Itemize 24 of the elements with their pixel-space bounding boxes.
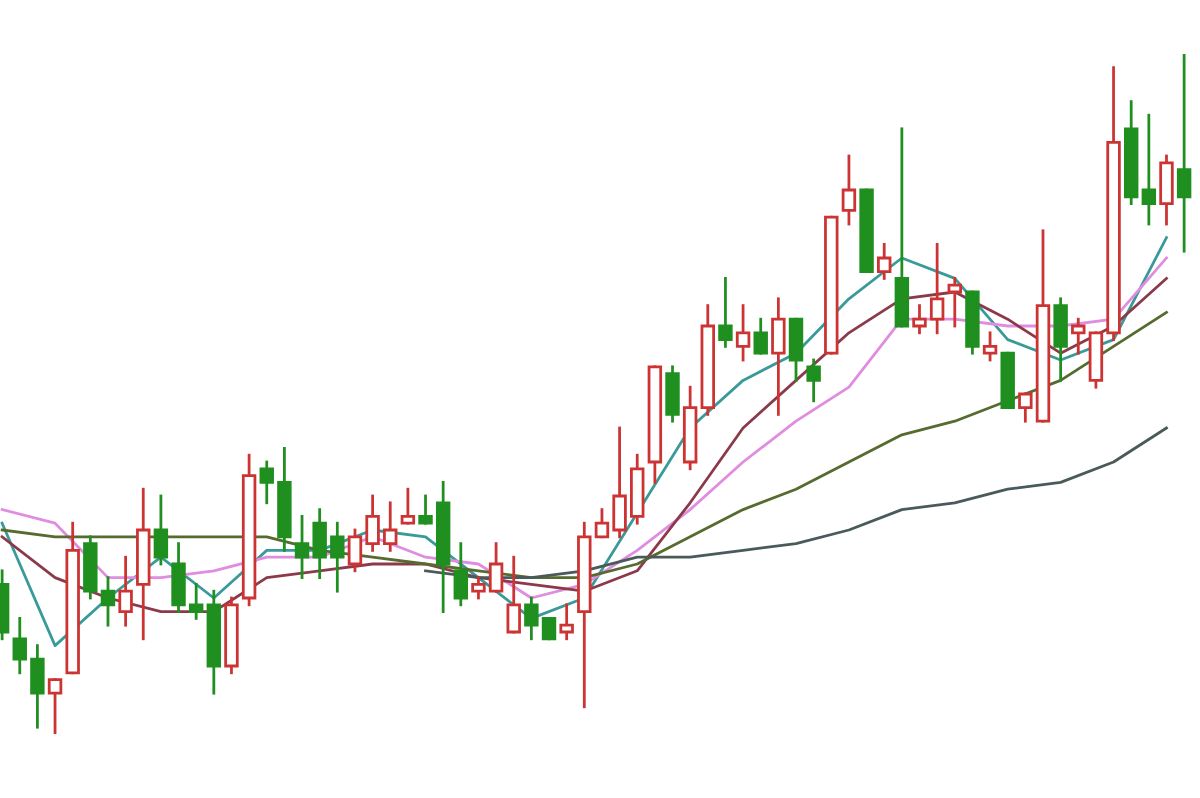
candlestick (153, 494, 169, 566)
candlestick (665, 365, 680, 423)
candlestick (400, 487, 416, 525)
candlestick (753, 317, 768, 355)
candlestick (735, 304, 751, 362)
candlestick (947, 277, 962, 328)
candlestick (1071, 317, 1086, 355)
candlestick (118, 555, 133, 627)
candlestick (806, 358, 821, 403)
candlestick (894, 127, 910, 328)
candlestick (453, 542, 469, 607)
candlestick (788, 317, 804, 382)
candlestick (1141, 113, 1157, 226)
candlestick (1053, 297, 1068, 382)
candlestick (506, 555, 521, 634)
candlestick (559, 603, 574, 641)
candlestick (1159, 154, 1174, 226)
candlestick (718, 277, 733, 348)
candlestick (47, 678, 63, 734)
candlestick (841, 154, 857, 226)
candlestick (1176, 54, 1192, 253)
candlestick (877, 243, 892, 280)
candlestick (982, 331, 998, 362)
candlestick (771, 297, 786, 416)
